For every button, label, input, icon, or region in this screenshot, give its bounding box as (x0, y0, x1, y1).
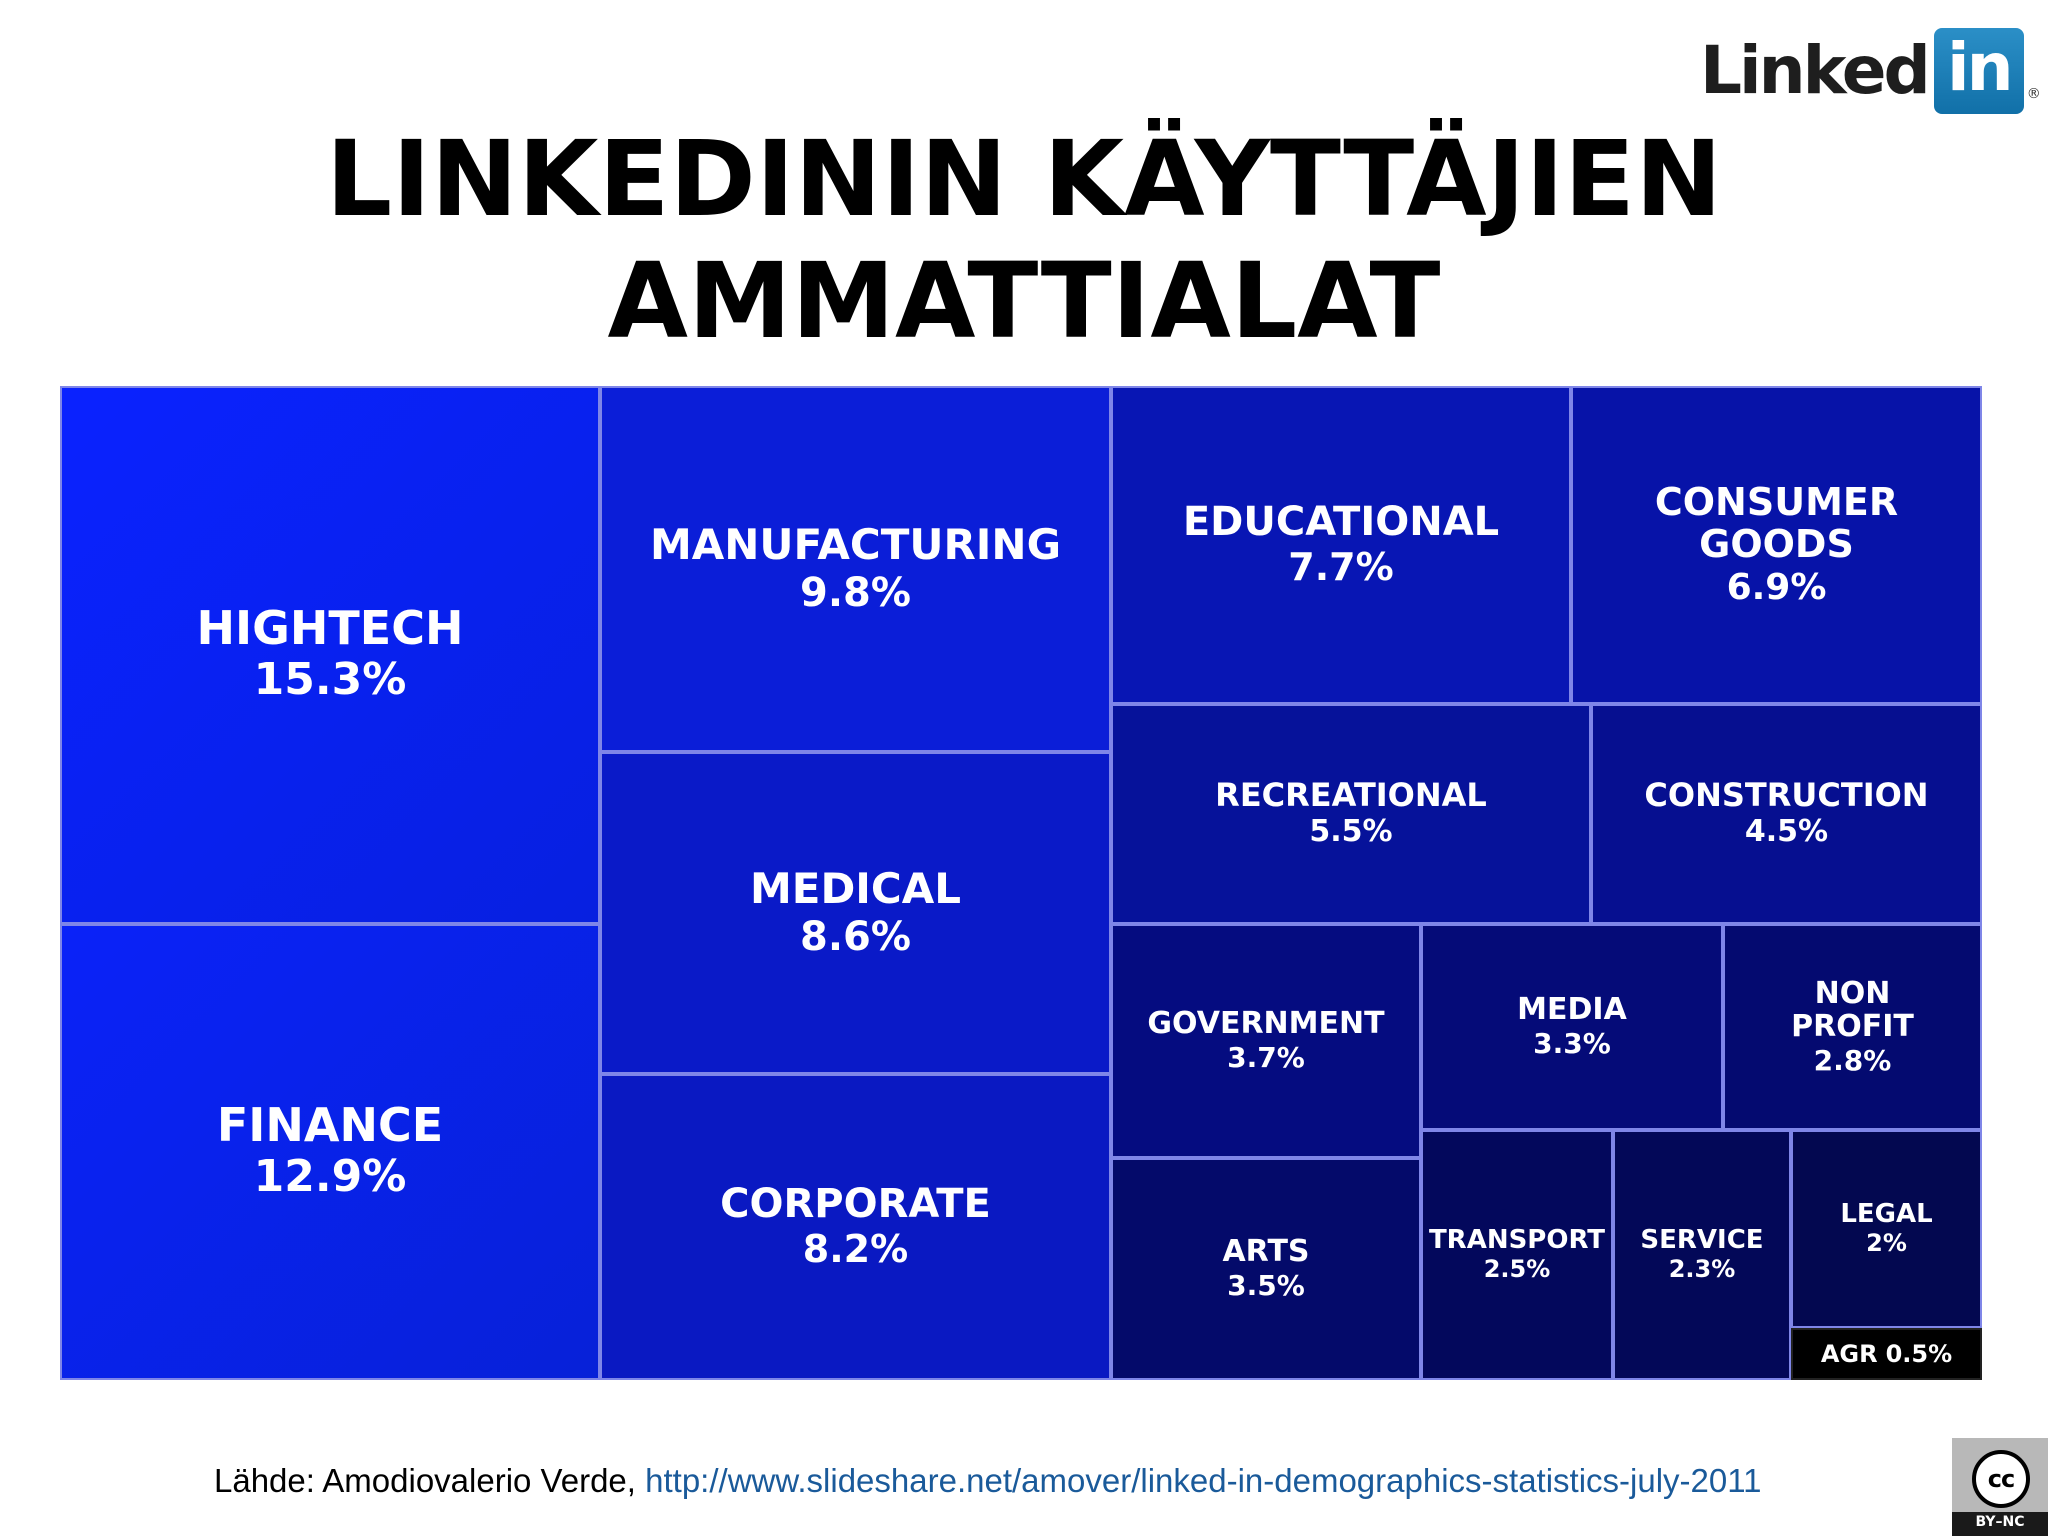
treemap-cell-media: MEDIA 3.3% (1421, 924, 1723, 1130)
treemap-label-manufacturing: MANUFACTURING (649, 520, 1062, 570)
treemap-label-construction: CONSTRUCTION (1644, 776, 1929, 815)
source-citation: Lähde: Amodiovalerio Verde, http://www.s… (214, 1462, 1762, 1500)
treemap-value-legal: 2% (1866, 1229, 1907, 1258)
treemap-value-manufacturing: 9.8% (800, 569, 911, 616)
page-title: LINKEDININ KÄYTTÄJIEN AMMATTIALAT (0, 118, 2048, 362)
treemap-cell-arts: ARTS 3.5% (1111, 1158, 1421, 1380)
treemap-value-recreational: 5.5% (1309, 813, 1393, 849)
source-prefix: Lähde: Amodiovalerio Verde, (214, 1462, 646, 1499)
cc-license-badge: cc BY–NC (1952, 1438, 2048, 1536)
treemap-value-medical: 8.6% (800, 913, 911, 960)
treemap-value-agr: 0.5% (1885, 1339, 1953, 1368)
treemap-label-legal: LEGAL (1840, 1199, 1933, 1230)
cc-license-text: BY–NC (1975, 1514, 2025, 1530)
logo-registered-mark: ® (2026, 86, 2041, 102)
treemap-value-corporate: 8.2% (802, 1226, 909, 1271)
treemap-label-hightech: HIGHTECH (196, 600, 464, 655)
cc-icon: cc (1972, 1450, 2030, 1508)
treemap-cell-service: SERVICE 2.3% (1613, 1130, 1791, 1380)
treemap-value-media: 3.3% (1533, 1027, 1611, 1060)
treemap-value-government: 3.7% (1227, 1041, 1305, 1074)
source-link[interactable]: http://www.slideshare.net/amover/linked-… (645, 1462, 1762, 1499)
treemap-cell-educational: EDUCATIONAL 7.7% (1111, 386, 1571, 704)
treemap-cell-agr: AGR 0.5% (1791, 1328, 1982, 1380)
treemap-cell-legal: LEGAL 2% (1791, 1130, 1982, 1328)
treemap-cell-corporate: CORPORATE 8.2% (600, 1074, 1111, 1380)
treemap-label-transport: TRANSPORT (1428, 1225, 1606, 1256)
treemap-cell-medical: MEDICAL 8.6% (600, 752, 1111, 1074)
treemap-label-medical: MEDICAL (749, 864, 962, 914)
treemap-label-service: SERVICE (1640, 1225, 1764, 1256)
treemap-value-non-profit: 2.8% (1813, 1043, 1892, 1077)
treemap-label-arts: ARTS (1222, 1234, 1310, 1270)
treemap-cell-construction: CONSTRUCTION 4.5% (1591, 704, 1982, 924)
treemap-chart: HIGHTECH 15.3% FINANCE 12.9% MANUFACTURING 9.… (60, 386, 1982, 1380)
treemap-cell-non-profit: NON PROFIT 2.8% (1723, 924, 1982, 1130)
treemap-cell-recreational: RECREATIONAL 5.5% (1111, 704, 1591, 924)
treemap-value-finance: 12.9% (253, 1151, 407, 1203)
linkedin-logo: Linked in ® (1700, 26, 2041, 116)
treemap-cell-transport: TRANSPORT 2.5% (1421, 1130, 1613, 1380)
treemap-cell-government: GOVERNMENT 3.7% (1111, 924, 1421, 1158)
treemap-value-construction: 4.5% (1744, 813, 1829, 849)
treemap-cell-manufacturing: MANUFACTURING 9.8% (600, 386, 1111, 752)
treemap-label-media: MEDIA (1517, 992, 1627, 1028)
treemap-value-hightech: 15.3% (253, 654, 407, 706)
treemap-label-recreational: RECREATIONAL (1215, 776, 1487, 815)
treemap-value-consumer-goods: 6.9% (1726, 566, 1827, 608)
treemap-label-agr: AGR (1820, 1339, 1878, 1368)
treemap-label-non-profit: NON PROFIT (1791, 975, 1914, 1045)
treemap-label-government: GOVERNMENT (1147, 1006, 1385, 1042)
treemap-value-educational: 7.7% (1288, 544, 1394, 589)
treemap-cell-finance: FINANCE 12.9% (60, 924, 600, 1380)
title-line-2: AMMATTIALAT (607, 240, 1441, 362)
treemap-label-finance: FINANCE (216, 1097, 444, 1152)
treemap-cell-consumer-goods: CONSUMER GOODS 6.9% (1571, 386, 1982, 704)
treemap-label-educational: EDUCATIONAL (1182, 498, 1500, 545)
treemap-label-consumer-goods: CONSUMER GOODS (1654, 479, 1899, 567)
treemap-value-transport: 2.5% (1483, 1255, 1551, 1284)
treemap-cell-hightech: HIGHTECH 15.3% (60, 386, 600, 924)
logo-word: Linked (1700, 32, 1931, 109)
treemap-label-corporate: CORPORATE (720, 1180, 991, 1227)
logo-in-box: in (1933, 28, 2024, 114)
treemap-value-arts: 3.5% (1227, 1269, 1305, 1302)
treemap-value-service: 2.3% (1668, 1255, 1736, 1284)
title-line-1: LINKEDININ KÄYTTÄJIEN (325, 118, 1723, 240)
